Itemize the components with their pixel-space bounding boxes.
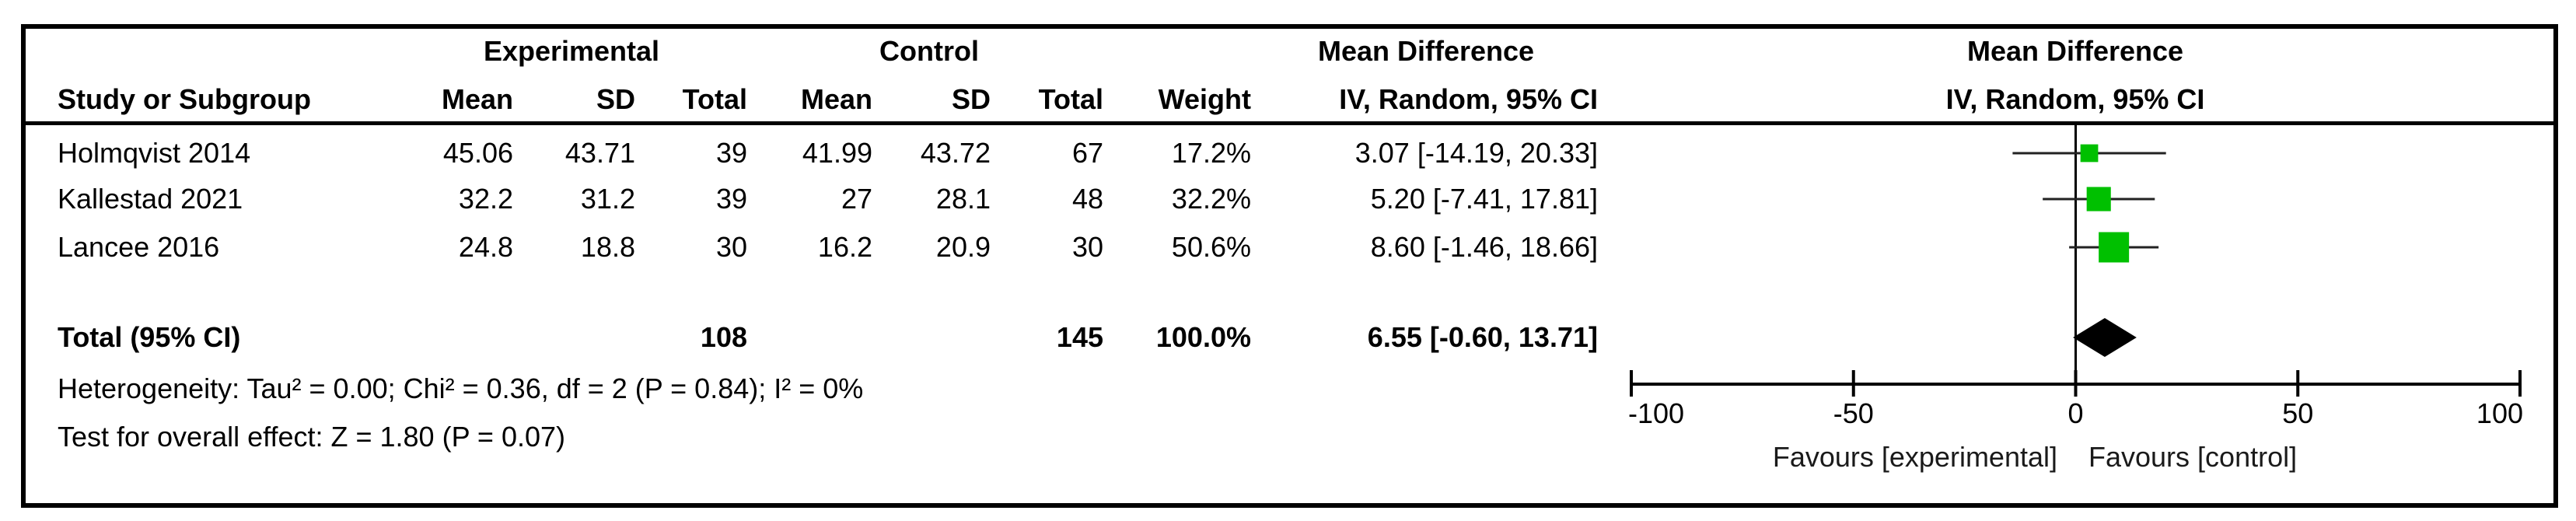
study-exp-mean: 45.06 [442,137,513,169]
study-weight: 32.2% [1171,183,1251,215]
total-weight: 100.0% [1155,321,1251,353]
x-tick-label: 100 [2476,397,2523,429]
study-marker [2080,144,2099,163]
summary-diamond [2073,318,2137,357]
study-ctl-total: 48 [1071,183,1103,215]
favours-control-label: Favours [control] [2088,441,2298,473]
study-exp-mean: 24.8 [458,231,513,263]
study-ctl-sd: 28.1 [935,183,991,215]
study-ci-text: 8.60 [-1.46, 18.66] [1370,231,1598,263]
mean-difference-header: Mean Difference [1317,35,1535,67]
total-ci-text: 6.55 [-0.60, 13.71] [1367,321,1598,353]
study-marker [2086,187,2111,212]
study-name: Lancee 2016 [58,231,220,263]
plot-method-header: IV, Random, 95% CI [1945,83,2205,115]
study-exp-mean: 32.2 [458,183,513,215]
figure-border [21,24,2558,508]
total-label: Total (95% CI) [58,321,241,353]
study-exp-total: 39 [715,137,747,169]
x-tick-label: -50 [1833,397,1874,429]
favours-experimental-label: Favours [experimental] [1772,441,2057,473]
ctl-total-header: Total [1038,83,1103,115]
study-exp-sd: 31.2 [580,183,635,215]
study-name: Holmqvist 2014 [58,137,251,169]
ctl-mean-header: Mean [800,83,872,115]
study-exp-sd: 18.8 [580,231,635,263]
study-ctl-mean: 16.2 [817,231,872,263]
experimental-group-header: Experimental [483,35,660,67]
study-column-header: Study or Subgroup [58,83,311,115]
study-exp-total: 39 [715,183,747,215]
study-weight: 17.2% [1171,137,1251,169]
exp-total-header: Total [682,83,747,115]
study-ctl-sd: 20.9 [935,231,991,263]
header-divider [21,121,2553,125]
study-exp-sd: 43.71 [564,137,635,169]
study-marker [2099,232,2130,263]
study-ctl-mean: 27 [841,183,872,215]
control-group-header: Control [879,35,979,67]
study-ctl-total: 67 [1071,137,1103,169]
exp-sd-header: SD [596,83,635,115]
heterogeneity-text: Heterogeneity: Tau² = 0.00; Chi² = 0.36,… [58,372,864,404]
exp-mean-header: Mean [441,83,513,115]
ctl-sd-header: SD [951,83,991,115]
total-ctl-total: 145 [1056,321,1103,353]
study-ctl-sd: 43.72 [920,137,991,169]
overall-effect-text: Test for overall effect: Z = 1.80 (P = 0… [58,421,566,453]
study-ctl-mean: 41.99 [802,137,872,169]
x-tick-label: -100 [1628,397,1685,429]
study-name: Kallestad 2021 [58,183,243,215]
total-exp-total: 108 [700,321,747,353]
plot-title: Mean Difference [1966,35,2184,67]
study-ci-text: 3.07 [-14.19, 20.33] [1354,137,1598,169]
md-method-header: IV, Random, 95% CI [1339,83,1598,115]
study-weight: 50.6% [1171,231,1251,263]
study-ci-text: 5.20 [-7.41, 17.81] [1370,183,1598,215]
study-ctl-total: 30 [1071,231,1103,263]
weight-header: Weight [1158,83,1251,115]
x-tick-label: 50 [2282,397,2314,429]
study-exp-total: 30 [715,231,747,263]
x-tick-label: 0 [2067,397,2084,429]
